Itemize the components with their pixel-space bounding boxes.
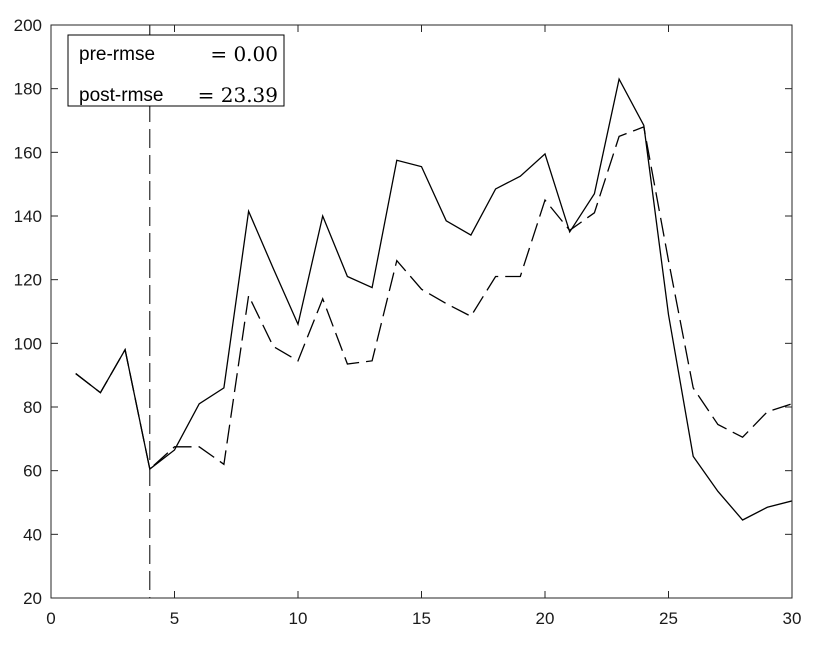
legend-label-pre-rmse: pre-rmse <box>79 44 155 65</box>
legend-value-post-rmse: = 23.39 <box>198 83 278 107</box>
y-tick-label: 200 <box>14 16 42 35</box>
x-tick-label: 5 <box>170 609 179 628</box>
x-tick-label: 25 <box>659 609 678 628</box>
series-line-solid <box>75 77 792 521</box>
y-tick-label: 100 <box>14 334 42 353</box>
y-tick-label: 140 <box>14 207 42 226</box>
series-line-dashed <box>75 125 792 471</box>
legend-value-pre-rmse: = 0.00 <box>210 42 278 66</box>
y-tick-label: 180 <box>14 80 42 99</box>
x-tick-label: 10 <box>289 609 308 628</box>
y-tick-label: 40 <box>23 525 42 544</box>
y-tick-label: 60 <box>23 462 42 481</box>
y-tick-label: 160 <box>14 143 42 162</box>
x-tick-label: 15 <box>412 609 431 628</box>
x-tick-label: 20 <box>536 609 555 628</box>
y-tick-label: 80 <box>23 398 42 417</box>
plot-area-frame <box>50 24 793 599</box>
y-tick-label: 20 <box>23 589 42 608</box>
legend-box <box>67 34 285 107</box>
x-tick-label: 30 <box>783 609 802 628</box>
legend: pre-rmse = 0.00 post-rmse = 23.39 <box>67 34 285 107</box>
legend-label-post-rmse: post-rmse <box>79 85 163 106</box>
y-tick-label: 120 <box>14 271 42 290</box>
x-tick-label: 0 <box>46 609 55 628</box>
